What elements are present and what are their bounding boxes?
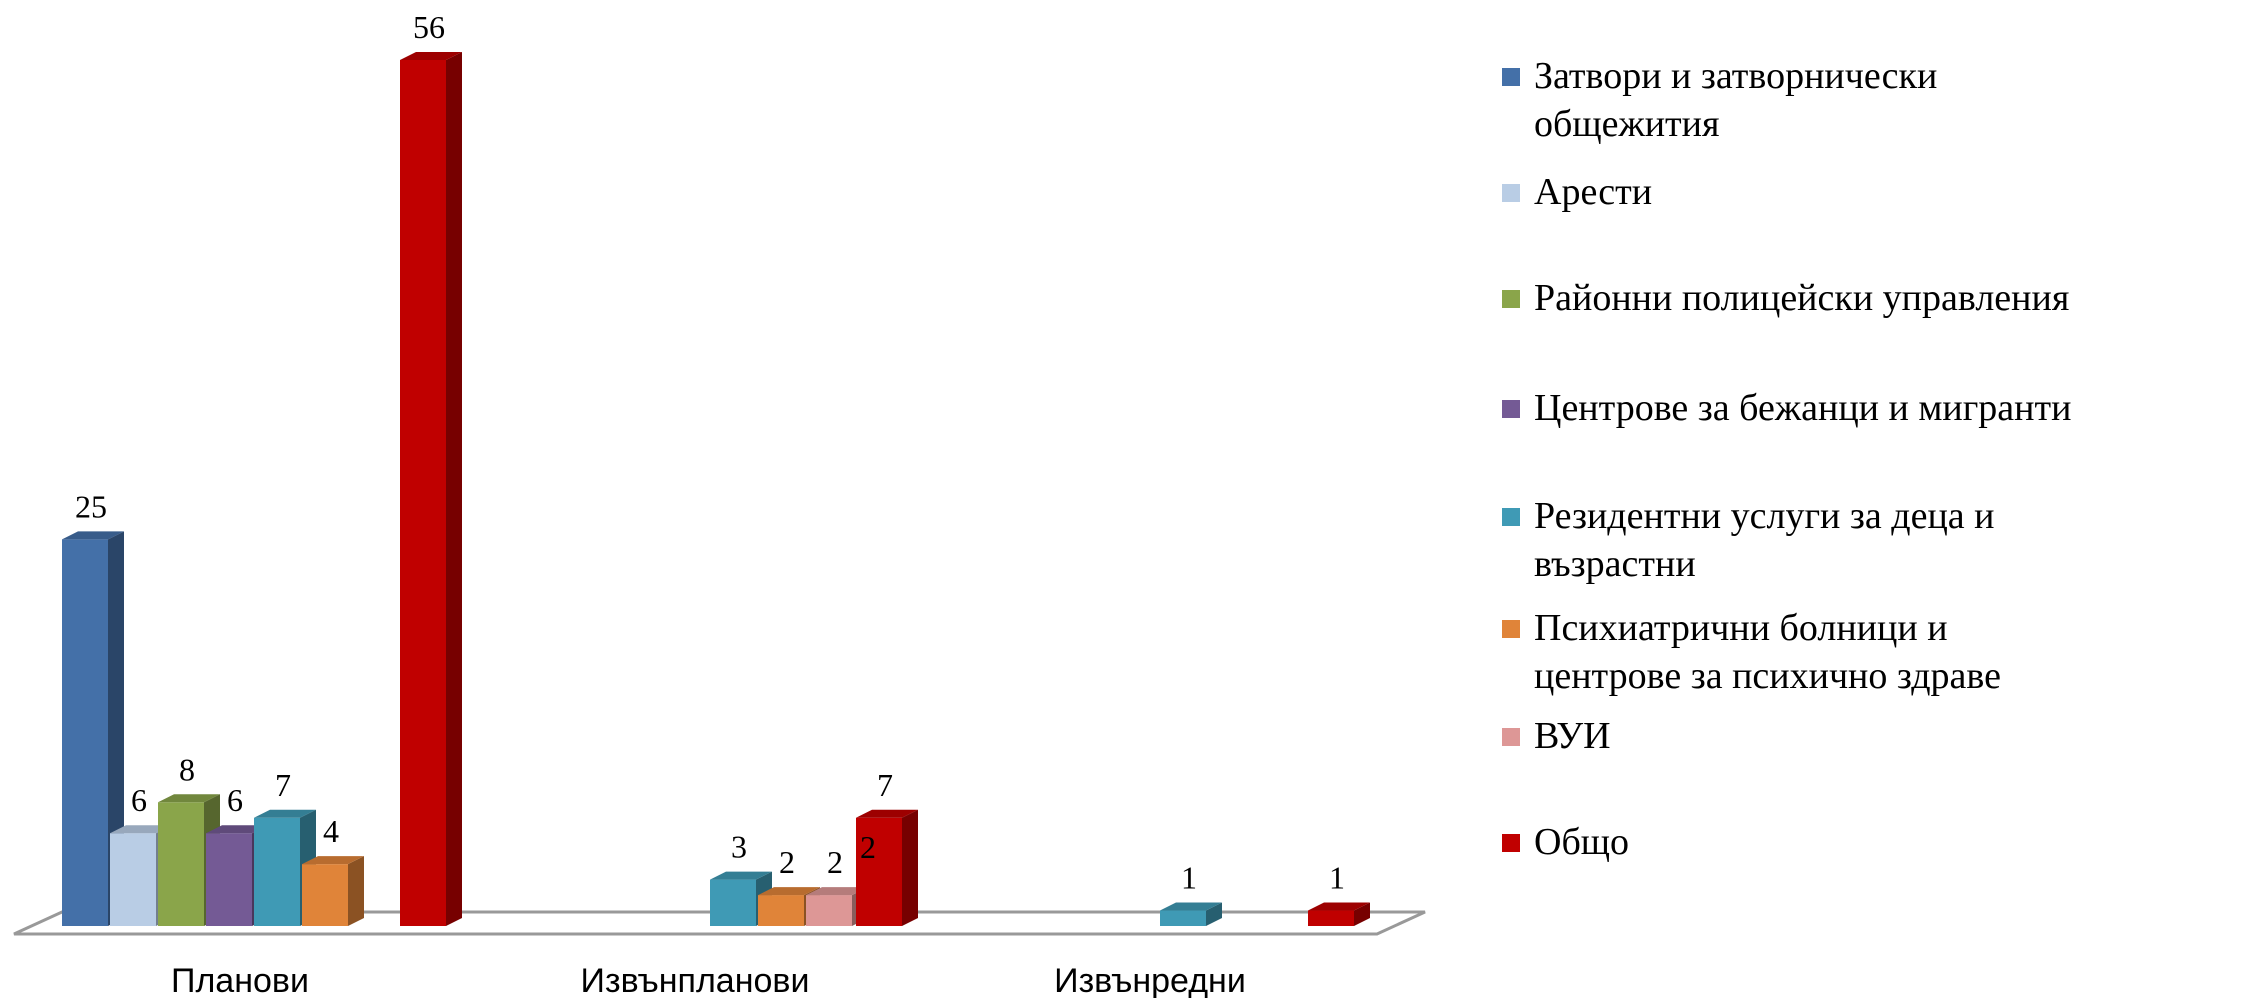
legend-label: Районни полицейски управления — [1534, 277, 2070, 319]
bar-2-7 — [1308, 902, 1370, 926]
data-label-1-4: 3 — [731, 829, 747, 865]
legend-swatch — [1502, 68, 1520, 86]
legend-label: Общо — [1534, 821, 1630, 863]
data-label-2-7: 1 — [1329, 860, 1345, 896]
legend-item-5: Психиатрични болници и центрове за психи… — [1502, 604, 2001, 700]
bar-1-7 — [856, 809, 918, 926]
legend-label: Резидентни услуги за деца и възрастни — [1534, 495, 1995, 585]
legend-swatch — [1502, 620, 1520, 638]
bars-group — [62, 52, 1370, 926]
legend-swatch — [1502, 184, 1520, 202]
legend-item-2: Районни полицейски управления — [1502, 274, 2069, 322]
legend-swatch — [1502, 834, 1520, 852]
bar-0-7 — [400, 52, 462, 926]
category-label-2: Извънредни — [1054, 962, 1246, 998]
data-label-0-0: 25 — [75, 488, 107, 524]
bar-2-4 — [1160, 902, 1222, 926]
legend-swatch — [1502, 290, 1520, 308]
legend-label: ВУИ — [1534, 715, 1611, 757]
data-label-0-7: 56 — [413, 9, 445, 45]
legend-label: Арести — [1534, 171, 1653, 213]
data-label-0-4: 7 — [275, 767, 291, 803]
category-labels-group: Планови Извънпланови Извънредни — [171, 962, 1246, 998]
legend-label: Затвори и затворнически общежития — [1534, 55, 1938, 145]
legend-swatch — [1502, 728, 1520, 746]
legend-item-3: Центрове за бежанци и мигранти — [1502, 384, 2071, 432]
legend-item-1: Арести — [1502, 168, 1652, 216]
legend-item-6: ВУИ — [1502, 712, 1611, 760]
data-label-1-5: 2 — [779, 844, 795, 880]
legend-item-4: Резидентни услуги за деца и възрастни — [1502, 492, 1995, 588]
category-label-0: Планови — [171, 962, 309, 998]
data-label-0-3: 6 — [227, 782, 243, 818]
legend-item-7: Общо — [1502, 818, 1629, 866]
legend-swatch — [1502, 508, 1520, 526]
bar-0-2 — [158, 794, 220, 926]
data-label-1-6: 2 — [827, 844, 843, 880]
category-label-1: Извънпланови — [581, 962, 810, 998]
data-label-0-5: 4 — [323, 813, 339, 849]
bar-0-5 — [302, 856, 364, 926]
legend-swatch — [1502, 400, 1520, 418]
data-label-0-1: 6 — [131, 782, 147, 818]
data-label-overlap: 2 — [860, 829, 876, 865]
data-label-1-7: 7 — [877, 767, 893, 803]
data-label-2-4: 1 — [1181, 860, 1197, 896]
legend-label: Центрове за бежанци и мигранти — [1534, 387, 2072, 429]
bar-0-0 — [62, 531, 124, 926]
legend-label: Психиатрични болници и центрове за психи… — [1534, 607, 2002, 697]
legend-item-0: Затвори и затворнически общежития — [1502, 52, 1937, 148]
data-label-0-2: 8 — [179, 751, 195, 787]
